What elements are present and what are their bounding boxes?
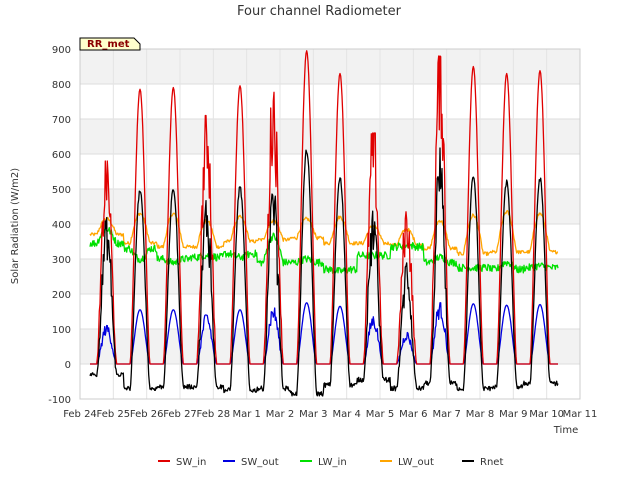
x-tick-label: Mar 8 — [466, 409, 494, 420]
x-tick-label: Feb 28 — [197, 409, 231, 420]
x-tick-label: Mar 2 — [266, 409, 294, 420]
plot-band — [80, 84, 580, 119]
series-line-rnet — [89, 147, 559, 397]
legend-label-lw-out: LW_out — [398, 457, 434, 468]
y-tick-label: 200 — [52, 290, 71, 301]
legend-label-rnet: Rnet — [480, 457, 503, 468]
y-tick-label: 700 — [52, 115, 71, 126]
plot-band — [80, 189, 580, 224]
plot-band — [80, 154, 580, 189]
x-tick-label: Feb 25 — [97, 409, 131, 420]
site-badge-box — [79, 37, 141, 51]
y-tick-label: 400 — [52, 220, 71, 231]
x-tick-label: Mar 5 — [366, 409, 394, 420]
x-tick-label: Feb 27 — [163, 409, 197, 420]
x-tick-label: Mar 3 — [299, 409, 327, 420]
plot-band — [80, 49, 580, 84]
series-layer — [89, 50, 559, 397]
plot-band — [80, 294, 580, 329]
x-tick-label: Mar 6 — [399, 409, 427, 420]
x-tick-label: Feb 24 — [63, 409, 97, 420]
plot-frame — [79, 48, 581, 400]
y-axis-label: Solar Radiation (W/m2) — [10, 168, 21, 284]
x-tick-label: Mar 1 — [232, 409, 260, 420]
y-tick-label: 300 — [52, 255, 71, 266]
series-line-sw-in — [90, 50, 558, 365]
y-axis-ticks: -100 0 100 200 300 400 500 600 700 800 900 — [48, 45, 71, 406]
x-tick-label: Mar 7 — [432, 409, 460, 420]
legend-label-lw-in: LW_in — [318, 457, 347, 468]
legend-label-sw-out: SW_out — [241, 457, 279, 468]
y-tick-label: 800 — [52, 80, 71, 91]
x-tick-label: Mar 10 — [529, 409, 564, 420]
y-tick-label: 0 — [65, 360, 71, 371]
plot-band — [80, 119, 580, 154]
x-tick-label: Feb 26 — [130, 409, 164, 420]
y-tick-label: 900 — [52, 45, 71, 56]
y-tick-label: 100 — [52, 325, 71, 336]
x-tick-label: Mar 11 — [563, 409, 598, 420]
y-tick-label: 500 — [52, 185, 71, 196]
x-tick-label: Mar 9 — [499, 409, 527, 420]
legend-label-sw-in: SW_in — [176, 457, 206, 468]
plot-band — [80, 259, 580, 294]
site-badge: RR_met — [79, 37, 141, 51]
x-axis-ticks: Feb 24 Feb 25 Feb 26 Feb 27 Feb 28 Mar 1 Mar 2… — [63, 409, 597, 420]
site-badge-label: RR_met — [87, 39, 130, 50]
y-tick-label: -100 — [48, 395, 71, 406]
x-axis-label: Time — [553, 425, 578, 436]
y-tick-label: 600 — [52, 150, 71, 161]
x-tick-label: Mar 4 — [332, 409, 360, 420]
legend: SW_in SW_out LW_in LW_out Rnet — [158, 457, 503, 468]
chart-title: Four channel Radiometer — [237, 4, 402, 19]
